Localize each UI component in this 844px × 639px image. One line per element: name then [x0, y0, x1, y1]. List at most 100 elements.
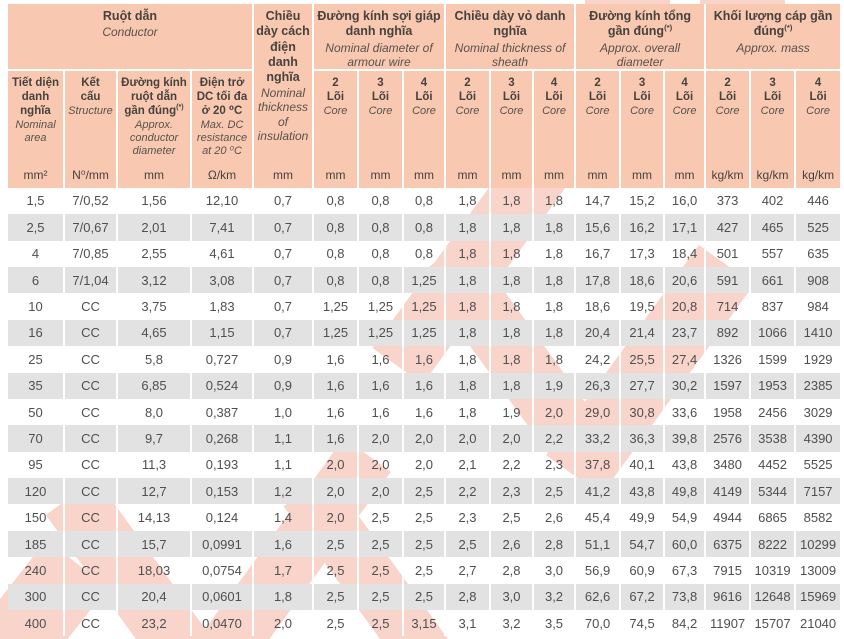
table-cell: 2,5	[314, 530, 359, 558]
table-cell: 49,8	[665, 478, 707, 505]
table-cell: 2,5	[314, 610, 359, 637]
table-cell: 0,8	[404, 240, 446, 267]
table-cell: 14,7	[576, 187, 622, 215]
table-cell: 402	[751, 187, 797, 215]
sub-title-vi: 4 Lõi	[809, 76, 827, 103]
sub-header-cell: 2 Lõi Core	[706, 70, 752, 158]
table-cell: CC	[65, 398, 118, 426]
sub-title-vi: 2 Lõi	[326, 76, 345, 103]
table-cell: 0,8	[404, 214, 446, 241]
table-cell: 1,8	[446, 187, 491, 215]
table-cell: 3,1	[446, 610, 491, 637]
group-title-vi: Chiều dày cách điện danh nghĩa	[256, 9, 310, 84]
table-cell: 39,8	[665, 425, 707, 452]
sub-title-en: Core	[455, 104, 480, 117]
table-cell: 0,8	[359, 187, 404, 215]
table-cell: 2,5	[359, 610, 404, 637]
table-cell: 1,0	[254, 398, 314, 426]
table-cell: 1,8	[491, 266, 534, 294]
table-cell: 0,7	[254, 187, 314, 215]
table-cell: 3,08	[192, 266, 254, 294]
table-cell: 4452	[751, 451, 797, 479]
table-cell: 0,7	[254, 266, 314, 294]
table-cell: 3,0	[491, 583, 534, 611]
table-cell: 0,153	[192, 478, 254, 505]
table-row: 185 CC 15,7 0,0991 1,6 2,5 2,5 2,5 2,5 2,6 2,8 51,1…	[8, 530, 843, 558]
table-cell: 2,0	[446, 425, 491, 452]
table-cell: 27,4	[665, 346, 707, 373]
sub-title-en: Core	[585, 104, 610, 117]
table-cell: 2,0	[359, 478, 404, 505]
table-cell: 1,6	[404, 346, 446, 373]
table-cell: 51,1	[576, 530, 622, 558]
table-cell: 6,85	[118, 372, 192, 399]
table-cell: 1,4	[254, 504, 314, 531]
table-cell: 1,8	[446, 319, 491, 347]
sub-title-vi: Đường kính ruột dẫn gần đúng(*)	[121, 76, 187, 117]
table-cell: 2,5	[446, 530, 491, 558]
table-cell: 2,0	[359, 425, 404, 452]
table-row: 95 CC 11,3 0,193 1,1 2,0 2,0 2,0 2,1 2,2 2,3 37,8 40…	[8, 451, 843, 479]
sub-title-vi: Kết cấu	[80, 76, 101, 103]
table-cell: 0,8	[359, 214, 404, 241]
watermark-stripe	[585, 0, 670, 5]
group-title-vi: Chiều dày vỏ danh nghĩa	[454, 9, 566, 39]
table-cell: 10299	[796, 530, 843, 558]
table-row: 1,5 7/0,52 1,56 12,10 0,7 0,8 0,8 0,8 1,8 1,8 1,8 1…	[8, 187, 843, 215]
sub-title-vi: 3 Lõi	[502, 76, 521, 103]
table-cell: 427	[706, 214, 752, 241]
table-cell: 1,25	[314, 293, 359, 320]
table-cell: 2,3	[534, 451, 577, 479]
table-cell: 70	[8, 425, 65, 452]
table-cell: 14,13	[118, 504, 192, 531]
table-cell: 1,6	[314, 398, 359, 426]
table-cell: 8,0	[118, 398, 192, 426]
table-cell: 2,5	[404, 557, 446, 584]
table-cell: 15,2	[621, 187, 666, 215]
table-cell: 8582	[796, 504, 843, 531]
table-cell: 25	[8, 346, 65, 373]
table-cell: 4,61	[192, 240, 254, 267]
group-title-en: Approx. overall diameter	[600, 40, 681, 69]
header-units-row: mm² N⁰/mm mm Ω/km mm mm mm mm mm mm mm mm mm mm kg/km k…	[8, 157, 843, 188]
table-cell: 3029	[796, 398, 843, 426]
table-cell: 29,0	[576, 398, 622, 426]
table-cell: 12648	[751, 583, 797, 611]
table-cell: 1,6	[314, 372, 359, 399]
table-cell: 60,9	[621, 557, 666, 584]
sub-header-cell: 3 Lõi Core	[491, 70, 534, 158]
table-cell: CC	[65, 530, 118, 558]
table-row: 4 7/0,85 2,55 4,61 0,7 0,8 0,8 0,8 1,8 1,8 1,8 16,7…	[8, 240, 843, 267]
table-cell: 1599	[751, 346, 797, 373]
table-cell: 2,5	[359, 583, 404, 611]
table-cell: 1,25	[404, 266, 446, 294]
table-cell: 1,8	[446, 240, 491, 267]
table-cell: 27,7	[621, 372, 666, 399]
table-cell: 2,0	[254, 610, 314, 637]
table-cell: 16	[8, 319, 65, 347]
sub-header-cell: Đường kính ruột dẫn gần đúng(*) Approx. c…	[118, 70, 192, 158]
sub-title-vi: 4 Lõi	[675, 76, 694, 103]
table-cell: 1,25	[359, 293, 404, 320]
sub-title-en: Nominal area	[15, 118, 56, 144]
table-cell: 714	[706, 293, 752, 320]
table-cell: 120	[8, 478, 65, 505]
table-cell: 2,0	[314, 504, 359, 531]
table-row: 10 CC 3,75 1,83 0,7 1,25 1,25 1,25 1,8 1,8 1,8 18,6…	[8, 293, 843, 320]
table-cell: 21,4	[621, 319, 666, 347]
table-cell: 2,0	[404, 451, 446, 479]
table-body: 1,5 7/0,52 1,56 12,10 0,7 0,8 0,8 0,8 1,8 1,8 1,8 1…	[8, 187, 843, 637]
table-cell: 2576	[706, 425, 752, 452]
table-cell: CC	[65, 610, 118, 637]
table-cell: 185	[8, 530, 65, 558]
table-row: 70 CC 9,7 0,268 1,1 1,6 2,0 2,0 2,0 2,0 2,2 33,2 36,…	[8, 425, 843, 452]
group-header-cell: Đường kính sợi giáp danh nghĩa Nominal di…	[314, 4, 446, 71]
table-cell: 2,5	[534, 478, 577, 505]
group-title-en: Nominal thickness of insulation	[257, 86, 309, 143]
table-cell: 7/0,85	[65, 240, 118, 267]
table-cell: 3,2	[491, 610, 534, 637]
sub-title-vi: 2 Lõi	[718, 76, 737, 103]
table-cell: 30,2	[665, 372, 707, 399]
table-cell: 20,8	[665, 293, 707, 320]
table-cell: 2456	[751, 398, 797, 426]
